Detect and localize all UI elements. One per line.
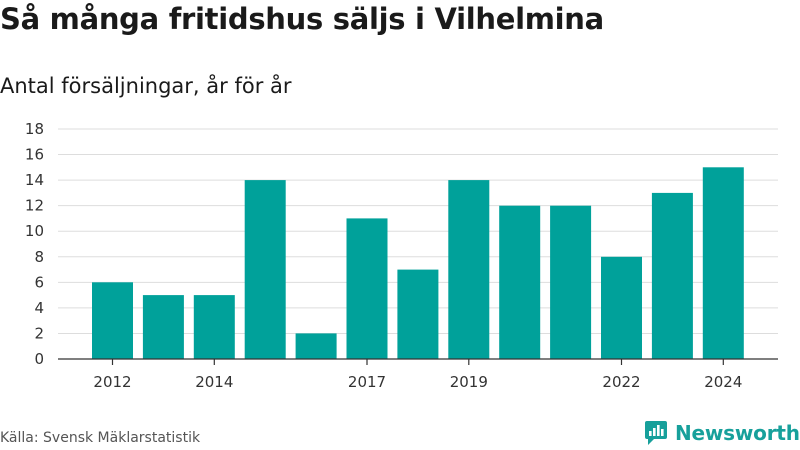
brand-logo: Newsworthy [644, 420, 800, 446]
bar-2019 [448, 180, 490, 359]
y-tick-label: 12 [25, 197, 44, 215]
bar-2022 [601, 256, 642, 359]
y-tick-label: 18 [25, 120, 44, 138]
brand-name: Newsworthy [675, 421, 800, 445]
bar-2024 [702, 167, 744, 359]
bar-2013 [142, 295, 184, 359]
x-tick-label: 2019 [450, 373, 488, 391]
bar-2017 [346, 218, 388, 359]
bar-2012 [92, 282, 133, 359]
x-tick-label: 2022 [602, 373, 640, 391]
bar-2023 [651, 192, 693, 359]
x-tick-label: 2012 [93, 373, 131, 391]
y-tick-label: 10 [25, 222, 44, 240]
newsworthy-logo-icon [645, 421, 667, 445]
bar-2020 [499, 205, 541, 359]
y-tick-label: 16 [25, 146, 44, 164]
bar-2018 [397, 269, 439, 359]
bar-2015 [244, 180, 286, 359]
y-tick-label: 8 [34, 248, 44, 266]
bar-2021 [550, 205, 592, 359]
source-note: Källa: Svensk Mäklarstatistik [0, 430, 201, 446]
y-tick-label: 2 [34, 324, 44, 342]
chart-title: Så många fritidshus säljs i Vilhelmina [0, 2, 604, 36]
y-tick-label: 14 [25, 171, 44, 189]
chart-subtitle: Antal försäljningar, år för år [0, 74, 292, 98]
x-tick-label: 2024 [704, 373, 742, 391]
y-tick-label: 4 [34, 299, 44, 317]
y-tick-label: 0 [34, 350, 44, 368]
x-tick-label: 2014 [195, 373, 233, 391]
y-tick-label: 6 [34, 273, 44, 291]
bar-2016 [295, 333, 337, 359]
bar-2014 [193, 295, 235, 359]
x-tick-label: 2017 [348, 373, 386, 391]
